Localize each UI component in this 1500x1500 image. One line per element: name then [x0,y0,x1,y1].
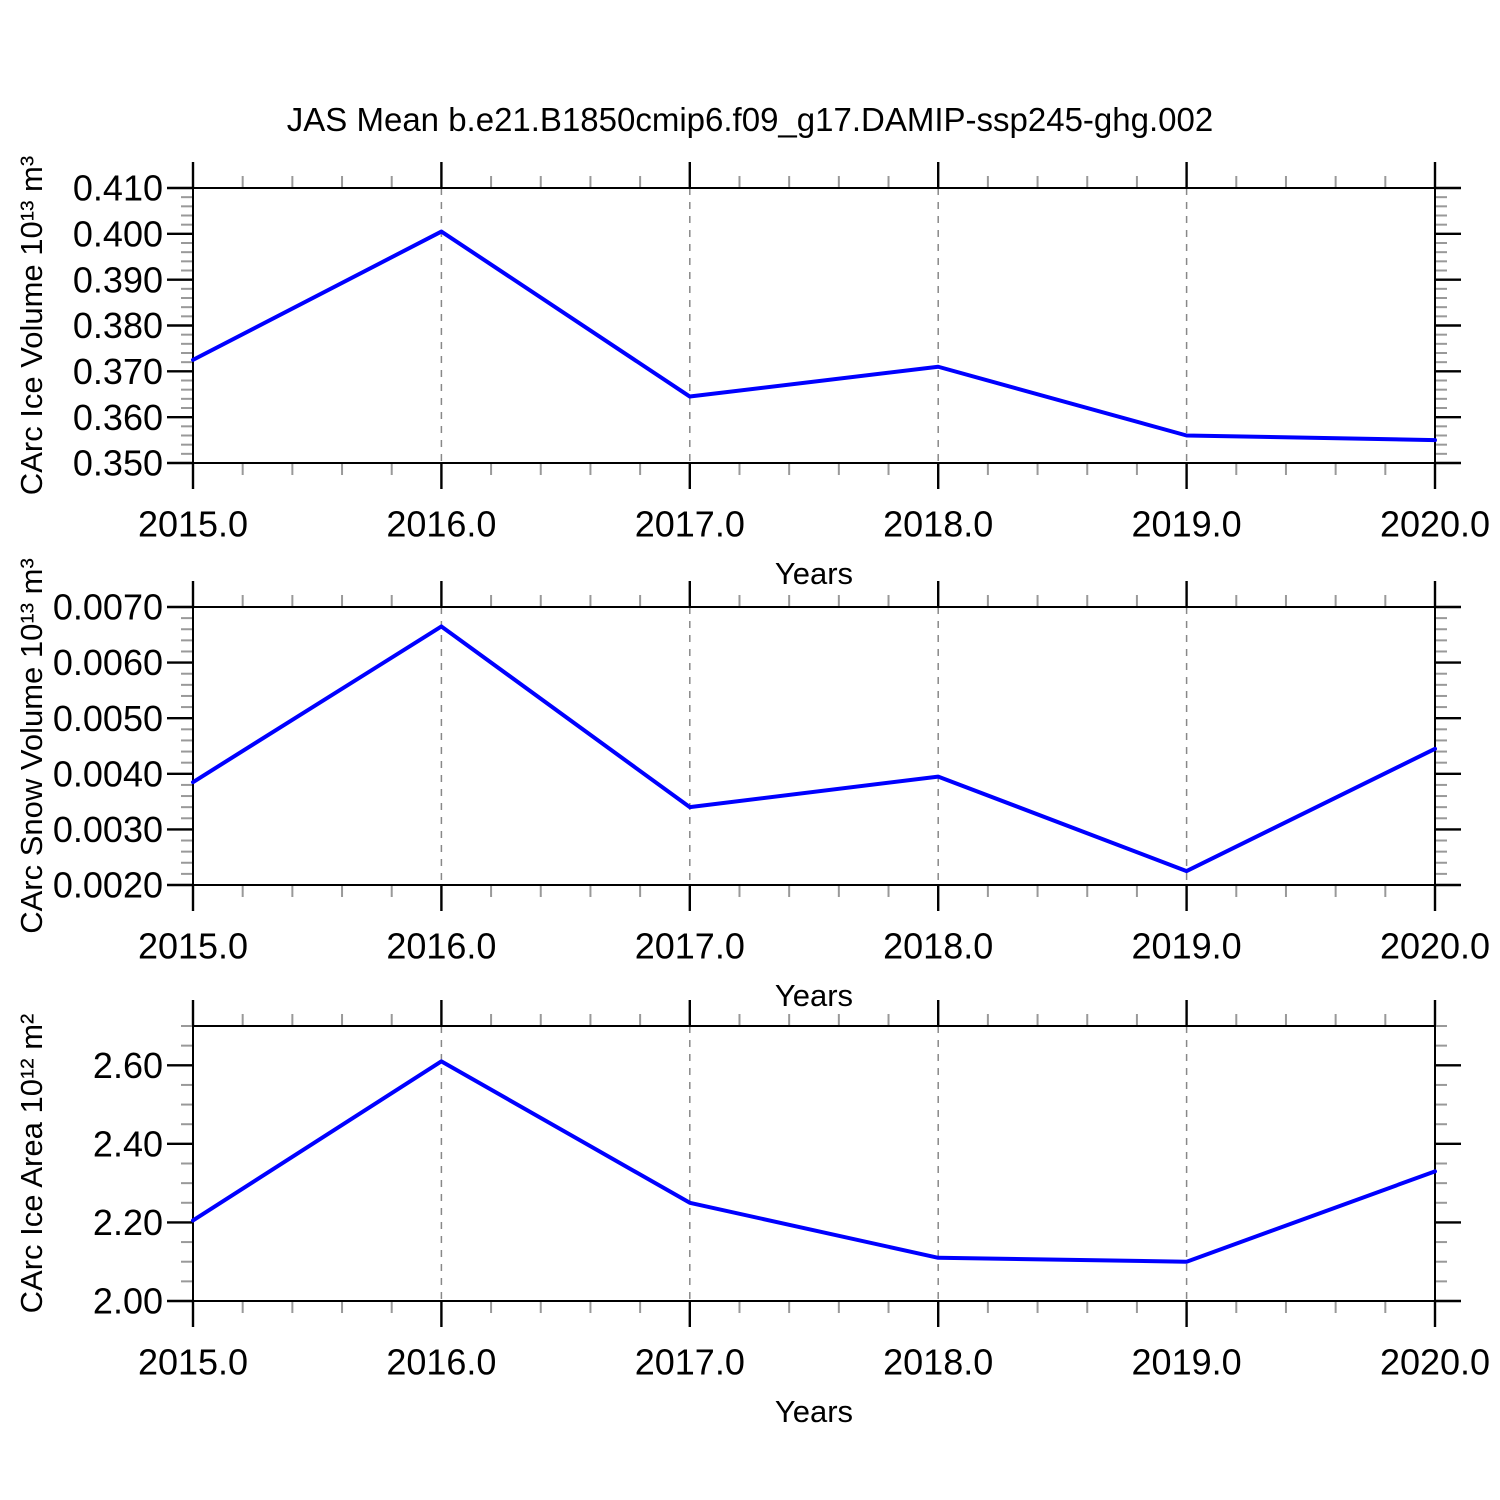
y-tick-label: 0.0030 [53,809,163,850]
x-tick-label: 2020.0 [1380,926,1490,967]
y-axis-title: CArc Snow Volume 10¹³ m³ [14,558,49,934]
y-tick-label: 0.350 [73,443,163,484]
plot-frame [192,606,1436,886]
x-tick-label: 2018.0 [883,926,993,967]
x-tick-label: 2018.0 [883,504,993,545]
x-tick-label: 2017.0 [635,926,745,967]
y-axis-title: CArc Ice Area 10¹² m² [14,1014,49,1314]
data-series-line [191,624,1437,874]
x-tick-label: 2018.0 [883,1342,993,1383]
x-tick-label: 2016.0 [386,504,496,545]
chart-carc-ice-area: 2015.0 2016.0 2017.0 2018.0 2019.0 2020.0 2.00… [14,1000,1490,1429]
y-axis-title: CArc Ice Volume 10¹³ m³ [14,156,49,495]
y-tick-label: 0.360 [73,397,163,438]
x-tick-label: 2016.0 [386,926,496,967]
y-tick-label: 2.60 [93,1045,163,1086]
y-tick-label: 2.40 [93,1123,163,1164]
x-tick-label: 2020.0 [1380,1342,1490,1383]
charts-container: 2015.0 2016.0 2017.0 2018.0 2019.0 2020.0 0.35… [14,156,1490,1429]
y-tick-label: 0.0050 [53,698,163,739]
x-axis-title: Years [775,978,853,1013]
plot-frame [192,1025,1436,1302]
x-tick-label: 2020.0 [1380,504,1490,545]
x-tick-label: 2015.0 [138,1342,248,1383]
chart-carc-ice-volume: 2015.0 2016.0 2017.0 2018.0 2019.0 2020.0 0.35… [14,156,1490,591]
y-tick-label: 2.20 [93,1202,163,1243]
y-tick-label: 0.400 [73,213,163,254]
x-tick-label: 2019.0 [1132,504,1242,545]
x-tick-label: 2016.0 [386,1342,496,1383]
y-tick-label: 2.00 [93,1281,163,1322]
y-tick-label: 0.380 [73,305,163,346]
y-tick-label: 0.0020 [53,865,163,906]
y-tick-label: 0.0070 [53,587,163,628]
figure-title: JAS Mean b.e21.B1850cmip6.f09_g17.DAMIP-… [287,101,1213,138]
y-tick-label: 0.370 [73,351,163,392]
x-axis-title: Years [775,1394,853,1429]
chart-carc-snow-volume: 2015.0 2016.0 2017.0 2018.0 2019.0 2020.0 0.00… [14,558,1490,1013]
y-tick-label: 0.0040 [53,753,163,794]
y-tick-label: 0.0060 [53,642,163,683]
x-tick-label: 2019.0 [1132,926,1242,967]
x-tick-label: 2017.0 [635,1342,745,1383]
x-tick-label: 2019.0 [1132,1342,1242,1383]
data-series-line [191,1059,1437,1264]
x-tick-label: 2015.0 [138,926,248,967]
y-tick-label: 0.390 [73,259,163,300]
x-axis-title: Years [775,556,853,591]
data-series-line [191,229,1437,443]
x-tick-label: 2015.0 [138,504,248,545]
plot-frame [192,187,1436,464]
y-tick-label: 0.410 [73,168,163,209]
x-tick-label: 2017.0 [635,504,745,545]
